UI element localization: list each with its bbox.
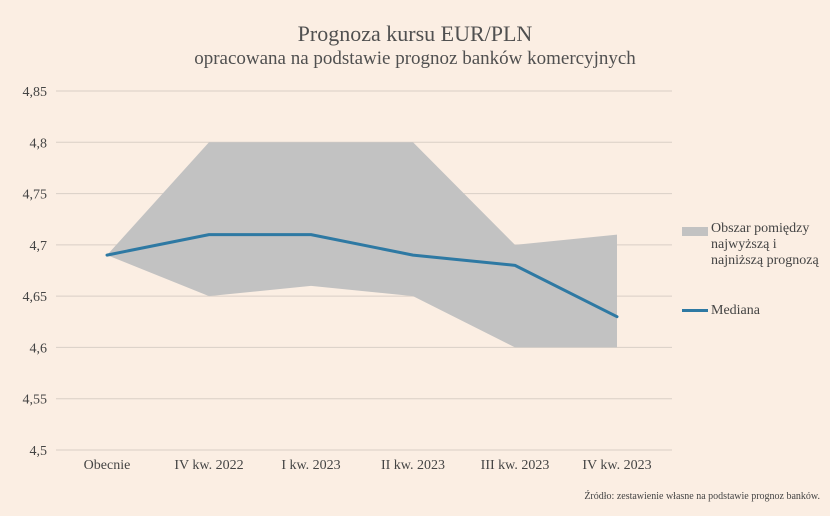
y-tick-label: 4,8 — [30, 136, 48, 151]
x-tick-label: II kw. 2023 — [381, 458, 445, 473]
x-tick-label: Obecnie — [84, 458, 131, 473]
source-note: Źródło: zestawienie własne na podstawie … — [584, 491, 820, 502]
y-tick-label: 4,55 — [23, 393, 48, 408]
x-tick-label: III kw. 2023 — [481, 458, 550, 473]
median-line-layer — [105, 233, 619, 319]
y-tick-label: 4,5 — [30, 444, 48, 459]
x-tick-label: I kw. 2023 — [281, 458, 340, 473]
y-tick-label: 4,65 — [23, 290, 48, 305]
chart-title: Prognoza kursu EUR/PLN — [297, 21, 533, 46]
median-line — [105, 233, 619, 319]
x-tick-labels: Obecnie IV kw. 2022 I kw. 2023 II kw. 2023 I… — [84, 458, 652, 473]
legend-band-label: Obszar pomiędzy najwyższą i najniższą pr… — [711, 221, 819, 268]
x-tick-label: IV kw. 2023 — [582, 458, 651, 473]
legend-median-swatch — [682, 309, 708, 312]
y-tick-labels: 4,5 4,55 4,6 4,65 4,7 4,75 4,8 4,85 — [23, 85, 48, 459]
x-tick-label: IV kw. 2022 — [174, 458, 243, 473]
legend-band-swatch — [682, 227, 708, 236]
y-tick-label: 4,6 — [30, 341, 48, 356]
y-tick-label: 4,7 — [30, 239, 48, 254]
y-tick-label: 4,75 — [23, 188, 48, 203]
chart-subtitle: opracowana na podstawie prognoz banków k… — [194, 48, 636, 69]
legend-median-label: Mediana — [711, 303, 760, 318]
y-tick-label: 4,85 — [23, 85, 48, 100]
